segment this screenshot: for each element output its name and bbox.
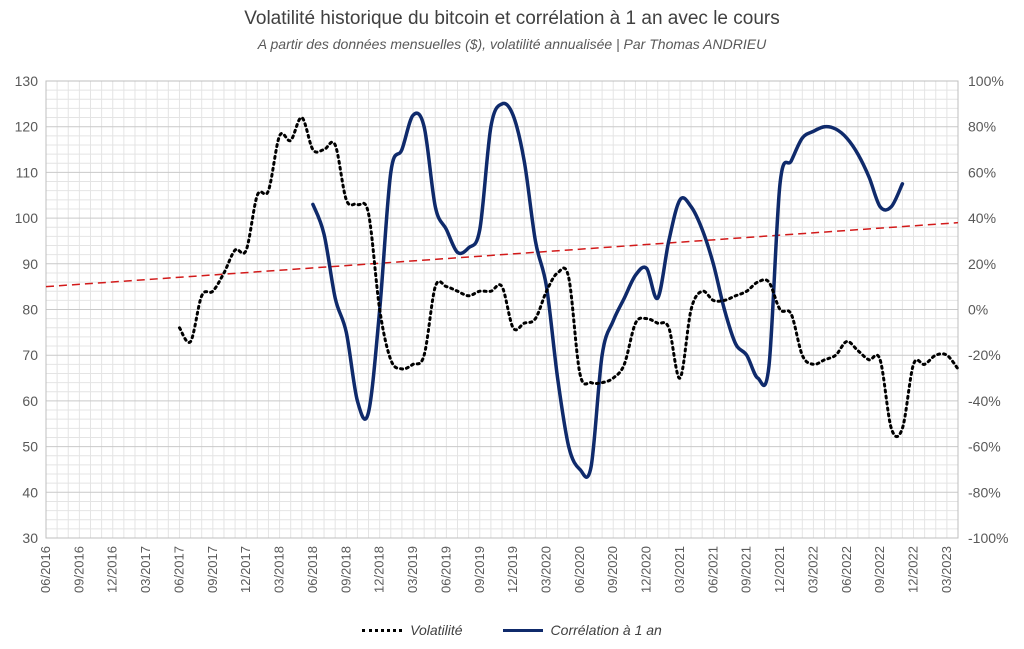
y-right-tick-label: 60% [968, 164, 996, 180]
chart-subtitle: A partir des données mensuelles ($), vol… [257, 36, 767, 52]
y-right-tick-label: -60% [968, 439, 1001, 455]
y-left-tick-label: 90 [22, 256, 38, 272]
x-tick-label: 09/2017 [205, 546, 220, 593]
x-tick-label: 09/2020 [605, 546, 620, 593]
x-tick-label: 12/2020 [639, 546, 654, 593]
x-tick-label: 03/2022 [805, 546, 820, 593]
x-tick-label: 06/2019 [438, 546, 453, 593]
series-line-trend [45, 221, 959, 288]
y-left-tick-label: 70 [22, 347, 38, 363]
legend-item-correlation: Corrélation à 1 an [502, 622, 662, 638]
y-right-tick-label: -100% [968, 530, 1008, 546]
x-tick-label: 06/2017 [171, 546, 186, 593]
chart-legend: Volatilité Corrélation à 1 an [0, 622, 1024, 638]
legend-label-correlation: Corrélation à 1 an [550, 622, 662, 638]
x-tick-label: 12/2016 [105, 546, 120, 593]
series-line-volatility [178, 116, 960, 439]
x-tick-label: 03/2020 [538, 546, 553, 593]
y-right-tick-label: 100% [968, 73, 1004, 89]
y-left-tick-label: 40 [22, 484, 38, 500]
y-right-tick-label: -40% [968, 393, 1001, 409]
y-axis-left: 30 40 50 60 70 80 90 100 110 120 130 [15, 73, 39, 546]
chart-title: Volatilité historique du bitcoin et corr… [244, 8, 780, 29]
x-tick-label: 12/2019 [505, 546, 520, 593]
y-left-tick-label: 100 [15, 210, 39, 226]
x-tick-label: 09/2021 [739, 546, 754, 593]
y-left-tick-label: 30 [22, 530, 38, 546]
y-left-tick-label: 60 [22, 393, 38, 409]
x-tick-label: 03/2019 [405, 546, 420, 593]
x-axis: 06/2016 09/2016 12/2016 03/2017 06/2017 09/20… [38, 546, 954, 593]
y-left-tick-label: 120 [15, 119, 39, 135]
x-tick-label: 06/2020 [572, 546, 587, 593]
x-tick-label: 06/2022 [839, 546, 854, 593]
x-tick-label: 09/2016 [71, 546, 86, 593]
chart-canvas: 30 40 50 60 70 80 90 100 110 120 130 -100% -80% -60%… [15, 73, 1009, 593]
x-tick-label: 06/2016 [38, 546, 53, 593]
y-right-tick-label: 0% [968, 302, 988, 318]
plot-border [45, 80, 959, 539]
y-left-tick-label: 50 [22, 439, 38, 455]
x-tick-label: 12/2017 [238, 546, 253, 593]
x-tick-label: 03/2017 [138, 546, 153, 593]
y-right-tick-label: 20% [968, 256, 996, 272]
x-tick-label: 06/2021 [705, 546, 720, 593]
x-tick-label: 12/2018 [372, 546, 387, 593]
y-left-tick-label: 130 [15, 73, 39, 89]
legend-item-volatility: Volatilité [362, 622, 463, 638]
legend-label-volatility: Volatilité [410, 622, 463, 638]
legend-swatch-volatility [362, 628, 403, 632]
x-tick-label: 03/2018 [272, 546, 287, 593]
y-right-tick-label: -20% [968, 347, 1001, 363]
x-tick-label: 09/2018 [338, 546, 353, 593]
y-left-tick-label: 80 [22, 302, 38, 318]
x-tick-label: 09/2022 [872, 546, 887, 593]
chart-grid [45, 80, 959, 539]
x-tick-label: 03/2023 [939, 546, 954, 593]
legend-swatch-correlation [502, 628, 543, 632]
series-layer [45, 101, 960, 479]
y-right-tick-label: -80% [968, 484, 1001, 500]
x-tick-label: 03/2021 [672, 546, 687, 593]
y-axis-right: -100% -80% -60% -40% -20% 0% 20% 40% 60% 80% 100% [968, 73, 1008, 546]
x-tick-label: 06/2018 [305, 546, 320, 593]
x-tick-label: 12/2021 [772, 546, 787, 593]
y-right-tick-label: 80% [968, 119, 996, 135]
y-right-tick-label: 40% [968, 210, 996, 226]
x-tick-label: 09/2019 [472, 546, 487, 593]
y-left-tick-label: 110 [16, 164, 39, 180]
series-line-correlation [311, 101, 905, 479]
x-tick-label: 12/2022 [906, 546, 921, 593]
